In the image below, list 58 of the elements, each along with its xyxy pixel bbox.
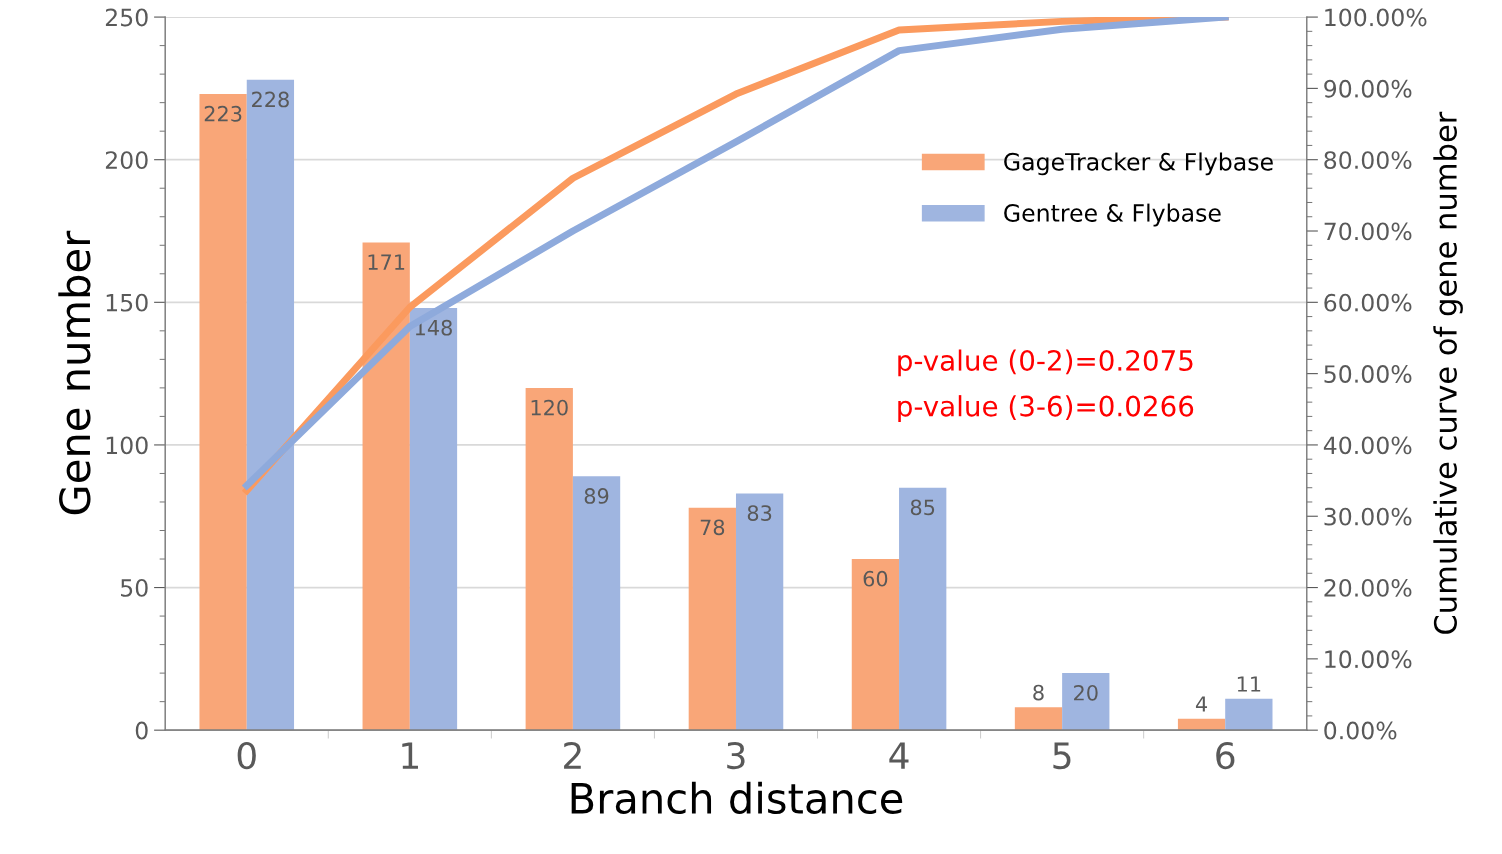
- data-label: 89: [584, 488, 609, 504]
- data-label: 83: [747, 505, 772, 521]
- data-label: 11: [1237, 676, 1261, 692]
- legend-label: Gentree & Flybase: [1004, 203, 1221, 227]
- bar: [1225, 698, 1273, 731]
- data-label: 8: [1033, 684, 1044, 701]
- x-tick-label: 5: [1053, 742, 1071, 770]
- legend-label: GageTracker & Flybase: [1004, 152, 1273, 176]
- bar: [246, 79, 295, 731]
- bar: [525, 387, 573, 731]
- y2-tick-label: 80.00%: [1324, 151, 1412, 169]
- bar: [735, 493, 784, 731]
- y-axis-title: Gene number: [58, 230, 91, 515]
- bar: [199, 94, 247, 731]
- bar: [1062, 673, 1110, 731]
- data-label: 171: [368, 254, 405, 270]
- x-axis-title: Branch distance: [571, 781, 903, 815]
- y-tick-label: 250: [105, 8, 148, 27]
- y-tick-label: 150: [106, 293, 148, 312]
- bar: [899, 487, 947, 731]
- y2-tick-label: 20.00%: [1324, 579, 1412, 597]
- bar: [572, 476, 621, 731]
- data-label: 85: [910, 499, 935, 516]
- y2-tick-label: 0.00%: [1324, 721, 1397, 740]
- y2-tick-label: 70.00%: [1324, 222, 1412, 241]
- annotation: p-value (0-2)=0.2075: [898, 349, 1193, 377]
- bar: [1014, 707, 1063, 731]
- annotation: p-value (3-6)=0.0266: [898, 395, 1194, 423]
- bar: [1177, 718, 1226, 731]
- y-tick-label: 0: [135, 721, 148, 740]
- data-label: 78: [700, 519, 725, 536]
- data-label: 20: [1074, 684, 1098, 701]
- data-label: 120: [531, 399, 568, 416]
- x-tick-label: 1: [402, 742, 418, 769]
- data-label: 228: [252, 91, 289, 108]
- y2-axis-title: Cumulative curve of gene number: [1433, 111, 1463, 634]
- data-label: 223: [204, 105, 242, 122]
- x-tick-label: 2: [564, 741, 581, 769]
- bar: [851, 559, 900, 731]
- y2-tick-label: 50.00%: [1324, 365, 1412, 383]
- data-label: 4: [1195, 696, 1208, 712]
- x-tick-label: 3: [727, 741, 745, 770]
- bar: [409, 308, 458, 731]
- x-tick-label: 6: [1216, 741, 1235, 770]
- y2-tick-label: 100.00%: [1325, 8, 1427, 27]
- y2-tick-label: 10.00%: [1325, 650, 1412, 669]
- bar: [362, 242, 410, 731]
- data-label: 60: [863, 570, 888, 587]
- y2-tick-label: 40.00%: [1323, 436, 1412, 455]
- y-tick-label: 200: [105, 151, 148, 169]
- y-tick-label: 100: [106, 436, 148, 455]
- y2-tick-label: 60.00%: [1324, 293, 1412, 312]
- y2-tick-label: 90.00%: [1324, 79, 1412, 98]
- y2-tick-label: 30.00%: [1324, 507, 1412, 526]
- x-tick-label: 4: [889, 742, 909, 769]
- x-tick-label: 0: [237, 741, 256, 770]
- y-tick-label: 50: [121, 579, 148, 597]
- bar: [688, 507, 736, 731]
